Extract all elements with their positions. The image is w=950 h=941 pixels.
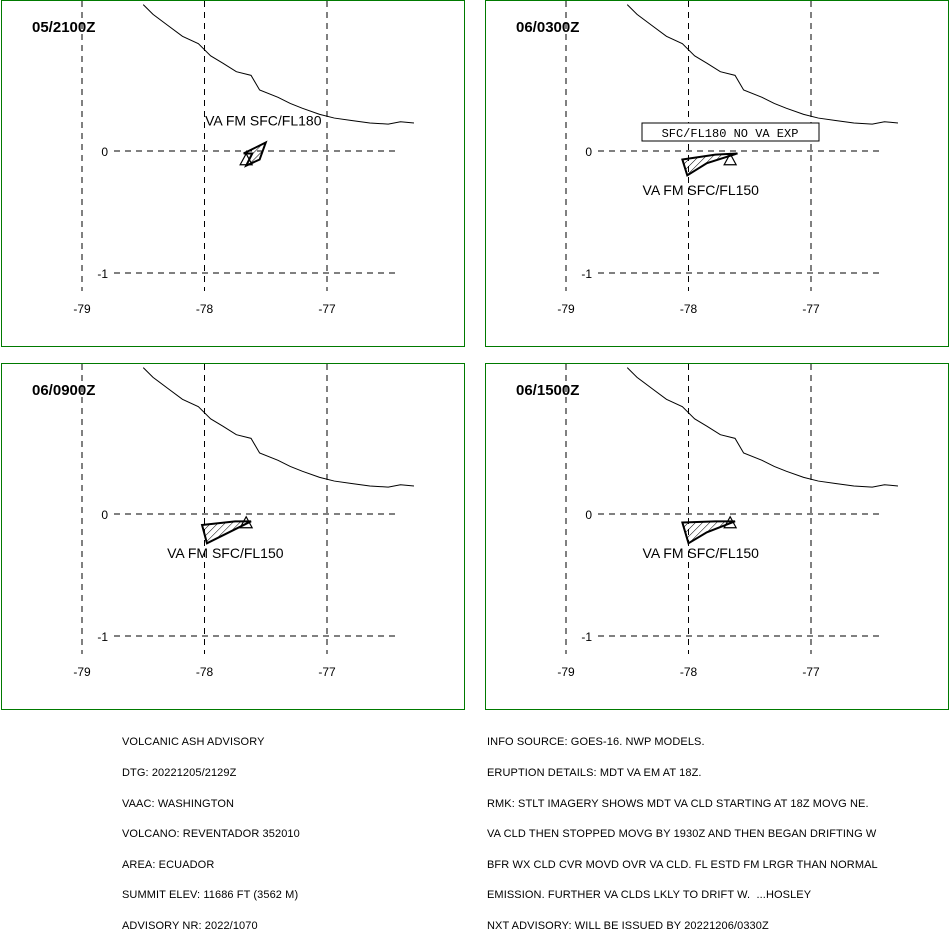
map-panel-4: -79 -78 -77 0 -1 VA FM SFC/FL150 06/1500Z [485, 363, 949, 710]
lon-tick-label: -77 [318, 302, 336, 316]
coastline [142, 367, 415, 488]
ash-cloud-label: VA FM SFC/FL150 [167, 545, 284, 561]
advisory-line: ADVISORY NR: 2022/1070 [122, 919, 258, 932]
advisory-line: INFO SOURCE: GOES-16. NWP MODELS. [487, 736, 705, 749]
lat-tick-label: -1 [97, 630, 108, 644]
ash-cloud-label: VA FM SFC/FL180 [205, 112, 322, 128]
lat-tick-label: 0 [585, 508, 592, 522]
advisory-line: VOLCANO: REVENTADOR 352010 [122, 828, 300, 841]
advisory-line: SUMMIT ELEV: 11686 FT (3562 M) [122, 889, 299, 902]
map-panel-2: -79 -78 -77 0 -1 VA FM SFC/FL150 SFC/FL180 NO … [485, 0, 949, 347]
lat-tick-label: 0 [585, 145, 592, 159]
lon-tick-label: -78 [680, 302, 698, 316]
advisory-line: NXT ADVISORY: WILL BE ISSUED BY 20221206… [487, 919, 769, 932]
lat-tick-label: 0 [101, 145, 108, 159]
lon-tick-label: -79 [73, 665, 91, 679]
lon-tick-label: -77 [318, 665, 336, 679]
lon-tick-label: -78 [680, 665, 698, 679]
panel-time-label: 06/1500Z [516, 382, 580, 399]
note-text: SFC/FL180 NO VA EXP [662, 127, 799, 141]
lon-tick-label: -79 [73, 302, 91, 316]
volcano-triangle-icon [723, 152, 738, 166]
coastline [626, 4, 899, 125]
lat-tick-label: -1 [97, 267, 108, 281]
advisory-line: ERUPTION DETAILS: MDT VA EM AT 18Z. [487, 767, 702, 779]
advisory-line: VAAC: WASHINGTON [122, 797, 235, 810]
ash-cloud-label: VA FM SFC/FL150 [643, 182, 760, 198]
panel-time-label: 06/0300Z [516, 19, 580, 36]
map-canvas: -79 -78 -77 0 -1 VA FM SFC/FL150 [557, 364, 899, 679]
ash-cloud-polygon [681, 520, 736, 545]
map-canvas: -79 -78 -77 0 -1 VA FM SFC/FL180 [73, 1, 415, 316]
map-panel-3: -79 -78 -77 0 -1 VA FM SFC/FL150 06/0900Z [1, 363, 465, 710]
advisory-left: VOLCANIC ASH ADVISORY DTG: 20221205/2129… [122, 717, 300, 941]
map-canvas: -79 -78 -77 0 -1 VA FM SFC/FL150 SFC/FL180 NO … [557, 1, 899, 316]
lat-tick-label: -1 [581, 267, 592, 281]
lon-tick-label: -77 [802, 302, 820, 316]
volcano-triangle-icon [723, 515, 738, 529]
lon-tick-label: -78 [196, 302, 214, 316]
advisory-right: INFO SOURCE: GOES-16. NWP MODELS. ERUPTI… [487, 717, 878, 941]
coastline [626, 367, 899, 488]
volcano-triangle-icon [239, 152, 254, 166]
panel-time-label: 05/2100Z [32, 19, 96, 36]
advisory-line: EMISSION. FURTHER VA CLDS LKLY TO DRIFT … [487, 889, 812, 902]
advisory-line: VOLCANIC ASH ADVISORY [122, 736, 265, 749]
advisory-line: DTG: 20221205/2129Z [122, 767, 237, 779]
lon-tick-label: -79 [557, 302, 575, 316]
ash-cloud-polygon [681, 152, 738, 177]
ash-cloud-polygon [200, 520, 252, 545]
map-canvas: -79 -78 -77 0 -1 VA FM SFC/FL150 [73, 364, 415, 679]
volcano-triangle-icon [239, 515, 254, 529]
lat-tick-label: -1 [581, 630, 592, 644]
coastline [142, 4, 415, 125]
panel-time-label: 06/0900Z [32, 382, 96, 399]
advisory-line: AREA: ECUADOR [122, 858, 215, 871]
advisory-line: RMK: STLT IMAGERY SHOWS MDT VA CLD START… [487, 797, 869, 810]
lon-tick-label: -78 [196, 665, 214, 679]
ash-cloud-label: VA FM SFC/FL150 [643, 545, 760, 561]
advisory-line: BFR WX CLD CVR MOVD OVR VA CLD. FL ESTD … [487, 858, 878, 871]
lon-tick-label: -79 [557, 665, 575, 679]
lon-tick-label: -77 [802, 665, 820, 679]
note-box [641, 122, 820, 142]
ash-cloud-polygon [243, 140, 268, 168]
lat-tick-label: 0 [101, 508, 108, 522]
map-panel-1: -79 -78 -77 0 -1 VA FM SFC/FL180 05/2100Z [1, 0, 465, 347]
advisory-line: VA CLD THEN STOPPED MOVG BY 1930Z AND TH… [487, 828, 877, 841]
